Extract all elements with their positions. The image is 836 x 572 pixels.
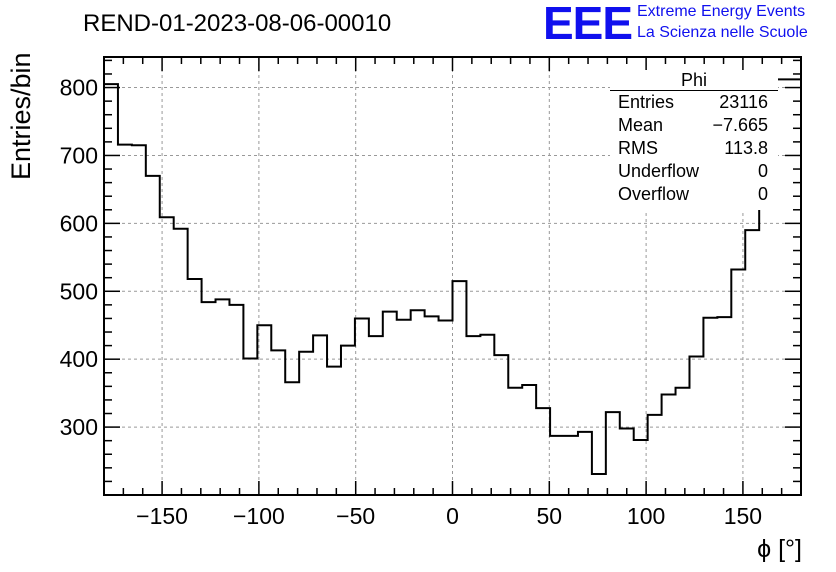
y-tick-label: 500 — [60, 278, 98, 304]
x-tick-label: −100 — [233, 503, 285, 529]
chart-title: REND-01-2023-08-06-00010 — [83, 10, 392, 37]
tick-labels: −150 −100 −50 0 50 100 150 300 400 500 600 700 800 — [60, 75, 762, 529]
axis-ticks — [103, 57, 802, 495]
stats-value-entries: 23116 — [719, 92, 768, 112]
stats-box-name: Phi — [680, 70, 707, 90]
x-tick-label: 100 — [627, 503, 665, 529]
stats-label-entries: Entries — [618, 92, 675, 112]
y-tick-label: 800 — [60, 75, 98, 101]
x-tick-label: 0 — [446, 503, 459, 529]
x-tick-label: −150 — [136, 503, 188, 529]
stats-label-overflow: Overflow — [618, 184, 690, 204]
y-tick-label: 700 — [60, 142, 98, 168]
eee-logo-mark: EEE — [543, 0, 633, 49]
x-tick-label: −50 — [336, 503, 375, 529]
logo-line-2: La Scienza nelle Scuole — [637, 24, 808, 41]
stats-value-rms: 113.8 — [724, 138, 768, 158]
stats-box-rule — [610, 90, 778, 91]
stats-label-underflow: Underflow — [618, 161, 700, 181]
stats-value-mean: −7.665 — [712, 115, 768, 135]
y-tick-label: 600 — [60, 210, 98, 236]
stats-label-rms: RMS — [618, 138, 658, 158]
x-axis-label: ϕ [°] — [757, 535, 802, 563]
logo-line-1: Extreme Energy Events — [637, 3, 806, 20]
x-tick-label: 150 — [724, 503, 762, 529]
stats-value-underflow: 0 — [757, 161, 768, 181]
y-tick-label: 300 — [60, 414, 98, 440]
stats-box: Phi Entries 23116 Mean −7.665 RMS 113.8 … — [610, 70, 778, 210]
histogram-line — [104, 78, 801, 475]
x-tick-label: 50 — [537, 503, 563, 529]
y-axis-label: Entries/bin — [6, 52, 36, 180]
y-tick-label: 400 — [60, 346, 98, 372]
stats-value-overflow: 0 — [757, 184, 768, 204]
stats-label-mean: Mean — [618, 115, 664, 135]
